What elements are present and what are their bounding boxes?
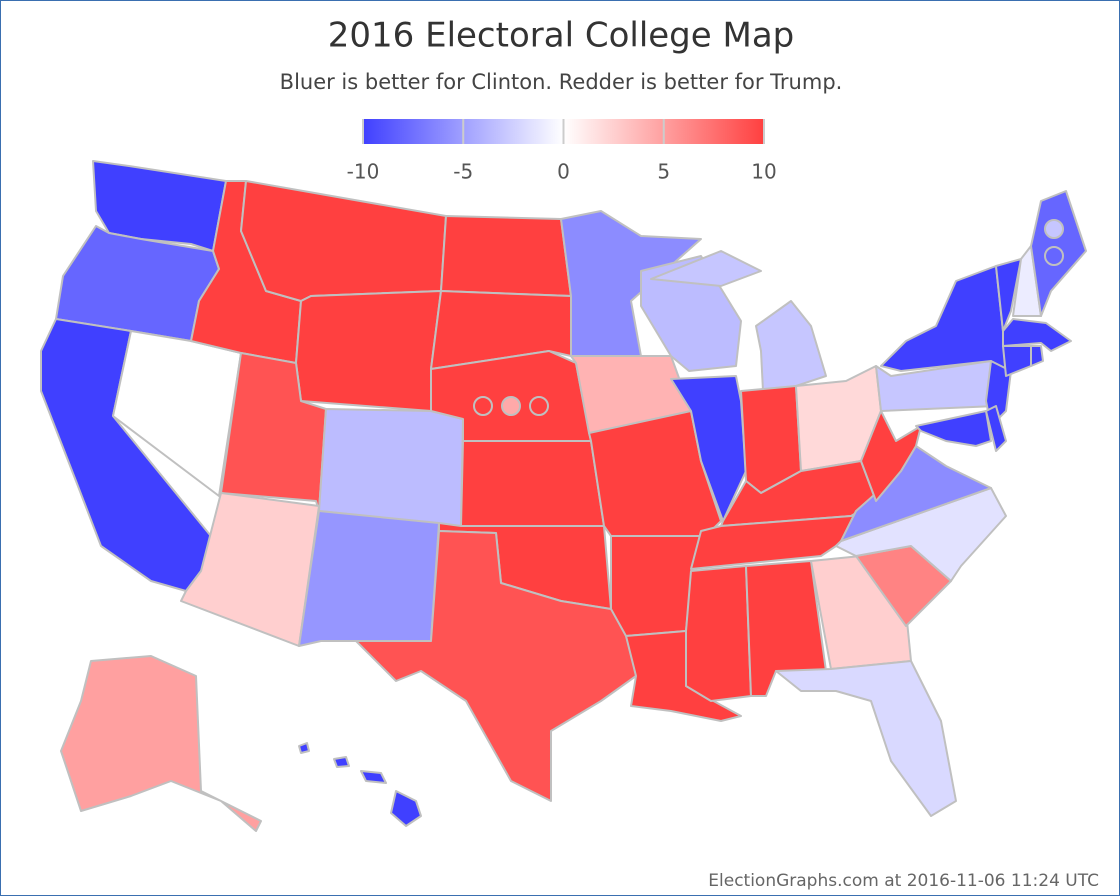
districts: [473, 219, 1064, 416]
island: [390, 790, 422, 827]
state: [318, 408, 464, 527]
state: [60, 655, 262, 832]
state: [670, 375, 747, 522]
state: [180, 492, 320, 647]
state: [755, 300, 827, 392]
footer: ElectionGraphs.com at 2016-11-06 11:24 U…: [708, 871, 1099, 891]
scale-tick-label: 10: [751, 160, 776, 184]
states: [40, 160, 1087, 832]
subtitle: Bluer is better for Clinton. Redder is b…: [280, 70, 843, 94]
state: [685, 565, 752, 702]
state: [860, 410, 922, 502]
scale-tick-label: 5: [657, 160, 670, 184]
state: [430, 290, 572, 370]
island: [333, 756, 350, 768]
state: [240, 180, 447, 302]
scale-tick-label: 0: [557, 160, 570, 184]
district: [1044, 246, 1064, 266]
state: [1002, 345, 1032, 377]
state: [298, 742, 422, 827]
scale-tick-label: -5: [453, 160, 473, 184]
state: [460, 440, 605, 527]
state: [92, 160, 227, 252]
state: [985, 405, 1007, 452]
state: [810, 555, 912, 670]
state: [650, 250, 762, 287]
state: [440, 215, 572, 297]
state: [560, 210, 702, 357]
district: [529, 396, 549, 416]
state: [298, 510, 440, 647]
title: 2016 Electoral College Map: [328, 16, 795, 56]
island: [298, 742, 310, 754]
island: [360, 770, 387, 784]
district: [501, 396, 521, 416]
scale-tick-label: -10: [347, 160, 380, 184]
state: [915, 410, 992, 447]
district: [473, 396, 493, 416]
state: [295, 290, 442, 412]
state: [995, 258, 1022, 332]
state: [775, 660, 957, 817]
state: [355, 530, 637, 802]
district: [1044, 219, 1064, 239]
state: [1030, 345, 1044, 367]
